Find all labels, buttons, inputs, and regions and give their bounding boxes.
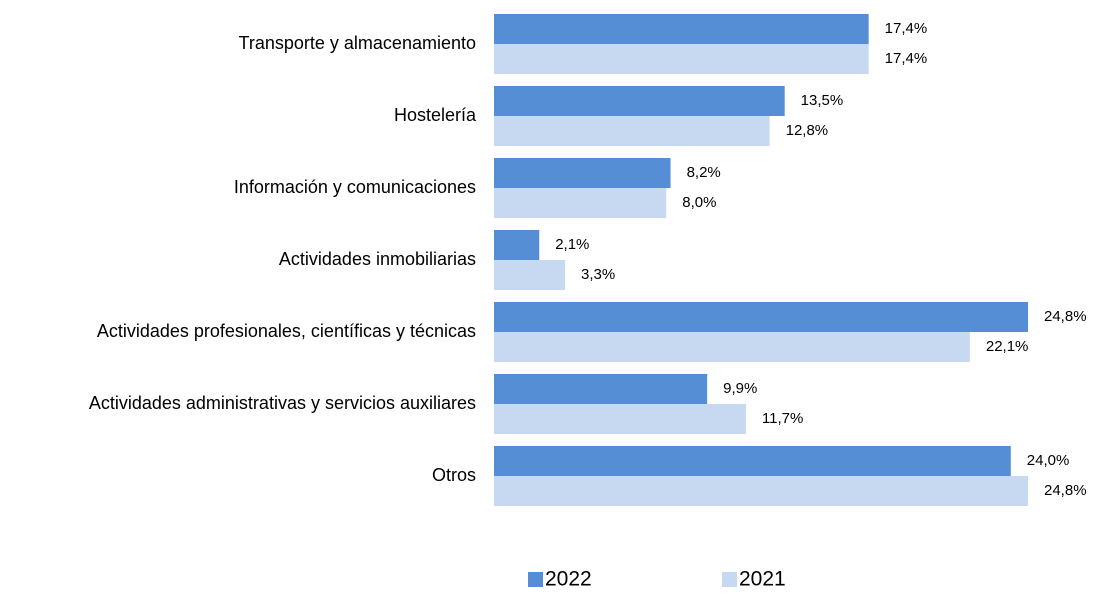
legend-swatch <box>722 572 737 587</box>
bar <box>494 404 746 434</box>
bar <box>494 374 708 404</box>
legend-label: 2021 <box>739 568 786 590</box>
value-label: 17,4% <box>885 20 928 37</box>
category-label: Actividades inmobiliarias <box>279 249 476 269</box>
bar <box>494 476 1028 506</box>
bar <box>494 260 566 290</box>
value-label: 13,5% <box>801 92 844 109</box>
bar <box>494 302 1028 332</box>
value-label: 2,1% <box>555 236 589 253</box>
bar <box>494 116 770 146</box>
value-label: 24,8% <box>1044 308 1087 325</box>
bar <box>494 86 785 116</box>
bar <box>494 446 1011 476</box>
bar <box>494 44 869 74</box>
legend-label: 2022 <box>545 568 592 590</box>
bar <box>494 188 667 218</box>
category-label: Transporte y almacenamiento <box>239 33 476 53</box>
bar <box>494 332 970 362</box>
category-label: Información y comunicaciones <box>234 177 476 197</box>
value-label: 8,2% <box>687 164 721 181</box>
value-label: 11,7% <box>762 410 803 427</box>
bar <box>494 14 869 44</box>
value-label: 3,3% <box>581 266 615 283</box>
bar <box>494 230 540 260</box>
category-label: Actividades administrativas y servicios … <box>89 393 476 413</box>
value-label: 12,8% <box>786 122 829 139</box>
bar <box>494 158 671 188</box>
value-label: 17,4% <box>885 50 928 67</box>
value-label: 24,8% <box>1044 482 1087 499</box>
category-label: Otros <box>432 465 476 485</box>
value-label: 9,9% <box>723 380 757 397</box>
legend-swatch <box>528 572 543 587</box>
category-label: Hostelería <box>394 105 477 125</box>
value-label: 24,0% <box>1027 452 1070 469</box>
value-label: 22,1% <box>986 338 1029 355</box>
value-label: 8,0% <box>682 194 716 211</box>
category-label: Actividades profesionales, científicas y… <box>97 321 476 341</box>
